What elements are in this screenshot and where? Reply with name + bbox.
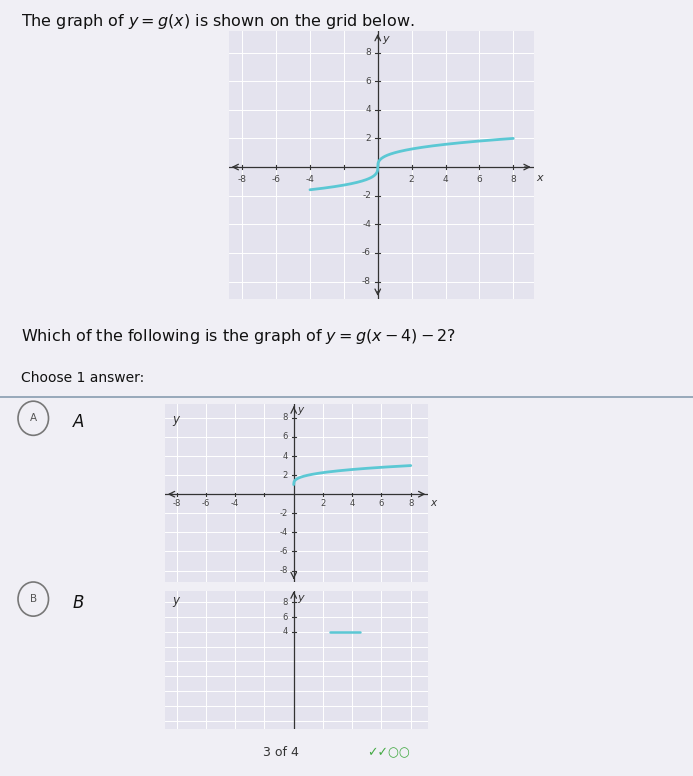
Text: 6: 6: [365, 77, 371, 85]
Text: Choose 1 answer:: Choose 1 answer:: [21, 371, 144, 385]
Text: 4: 4: [365, 106, 371, 114]
Text: 8: 8: [283, 598, 288, 607]
Text: 4: 4: [283, 628, 288, 636]
Text: -4: -4: [306, 175, 315, 184]
Text: -8: -8: [173, 500, 181, 508]
Text: -6: -6: [279, 547, 288, 556]
Text: 8: 8: [365, 48, 371, 57]
Text: 4: 4: [283, 452, 288, 460]
Text: 3 of 4: 3 of 4: [263, 746, 299, 759]
Text: 8: 8: [408, 500, 414, 508]
Text: -8: -8: [238, 175, 247, 184]
Text: -2: -2: [362, 191, 371, 200]
Text: -6: -6: [272, 175, 281, 184]
Text: y: y: [297, 405, 304, 415]
Text: The graph of $y = g(x)$ is shown on the grid below.: The graph of $y = g(x)$ is shown on the …: [21, 12, 414, 30]
Text: -8: -8: [279, 566, 288, 575]
Text: 4: 4: [349, 500, 355, 508]
Text: 6: 6: [283, 613, 288, 622]
Text: y: y: [172, 594, 179, 607]
Text: y: y: [297, 593, 304, 603]
Text: y: y: [172, 413, 179, 426]
Text: 2: 2: [365, 134, 371, 143]
Text: B: B: [30, 594, 37, 604]
Text: -8: -8: [362, 277, 371, 286]
Text: 8: 8: [511, 175, 516, 184]
Text: 8: 8: [283, 414, 288, 422]
Text: -6: -6: [362, 248, 371, 258]
Text: 2: 2: [283, 470, 288, 480]
Text: -2: -2: [279, 509, 288, 518]
Text: -4: -4: [279, 528, 288, 537]
Text: -4: -4: [362, 220, 371, 229]
Text: 6: 6: [283, 432, 288, 442]
Text: A: A: [73, 413, 84, 431]
Text: -4: -4: [231, 500, 239, 508]
Text: 4: 4: [443, 175, 448, 184]
Text: -6: -6: [202, 500, 210, 508]
Text: 2: 2: [320, 500, 326, 508]
Text: x: x: [536, 174, 543, 183]
Text: A: A: [30, 414, 37, 423]
Text: 6: 6: [379, 500, 384, 508]
Text: 2: 2: [409, 175, 414, 184]
Text: Which of the following is the graph of $y = g(x - 4) - 2$?: Which of the following is the graph of $…: [21, 327, 456, 346]
Text: B: B: [73, 594, 84, 611]
Text: ✓✓○○: ✓✓○○: [367, 746, 410, 759]
Text: 6: 6: [477, 175, 482, 184]
Text: y: y: [382, 34, 389, 44]
Text: x: x: [430, 498, 437, 508]
